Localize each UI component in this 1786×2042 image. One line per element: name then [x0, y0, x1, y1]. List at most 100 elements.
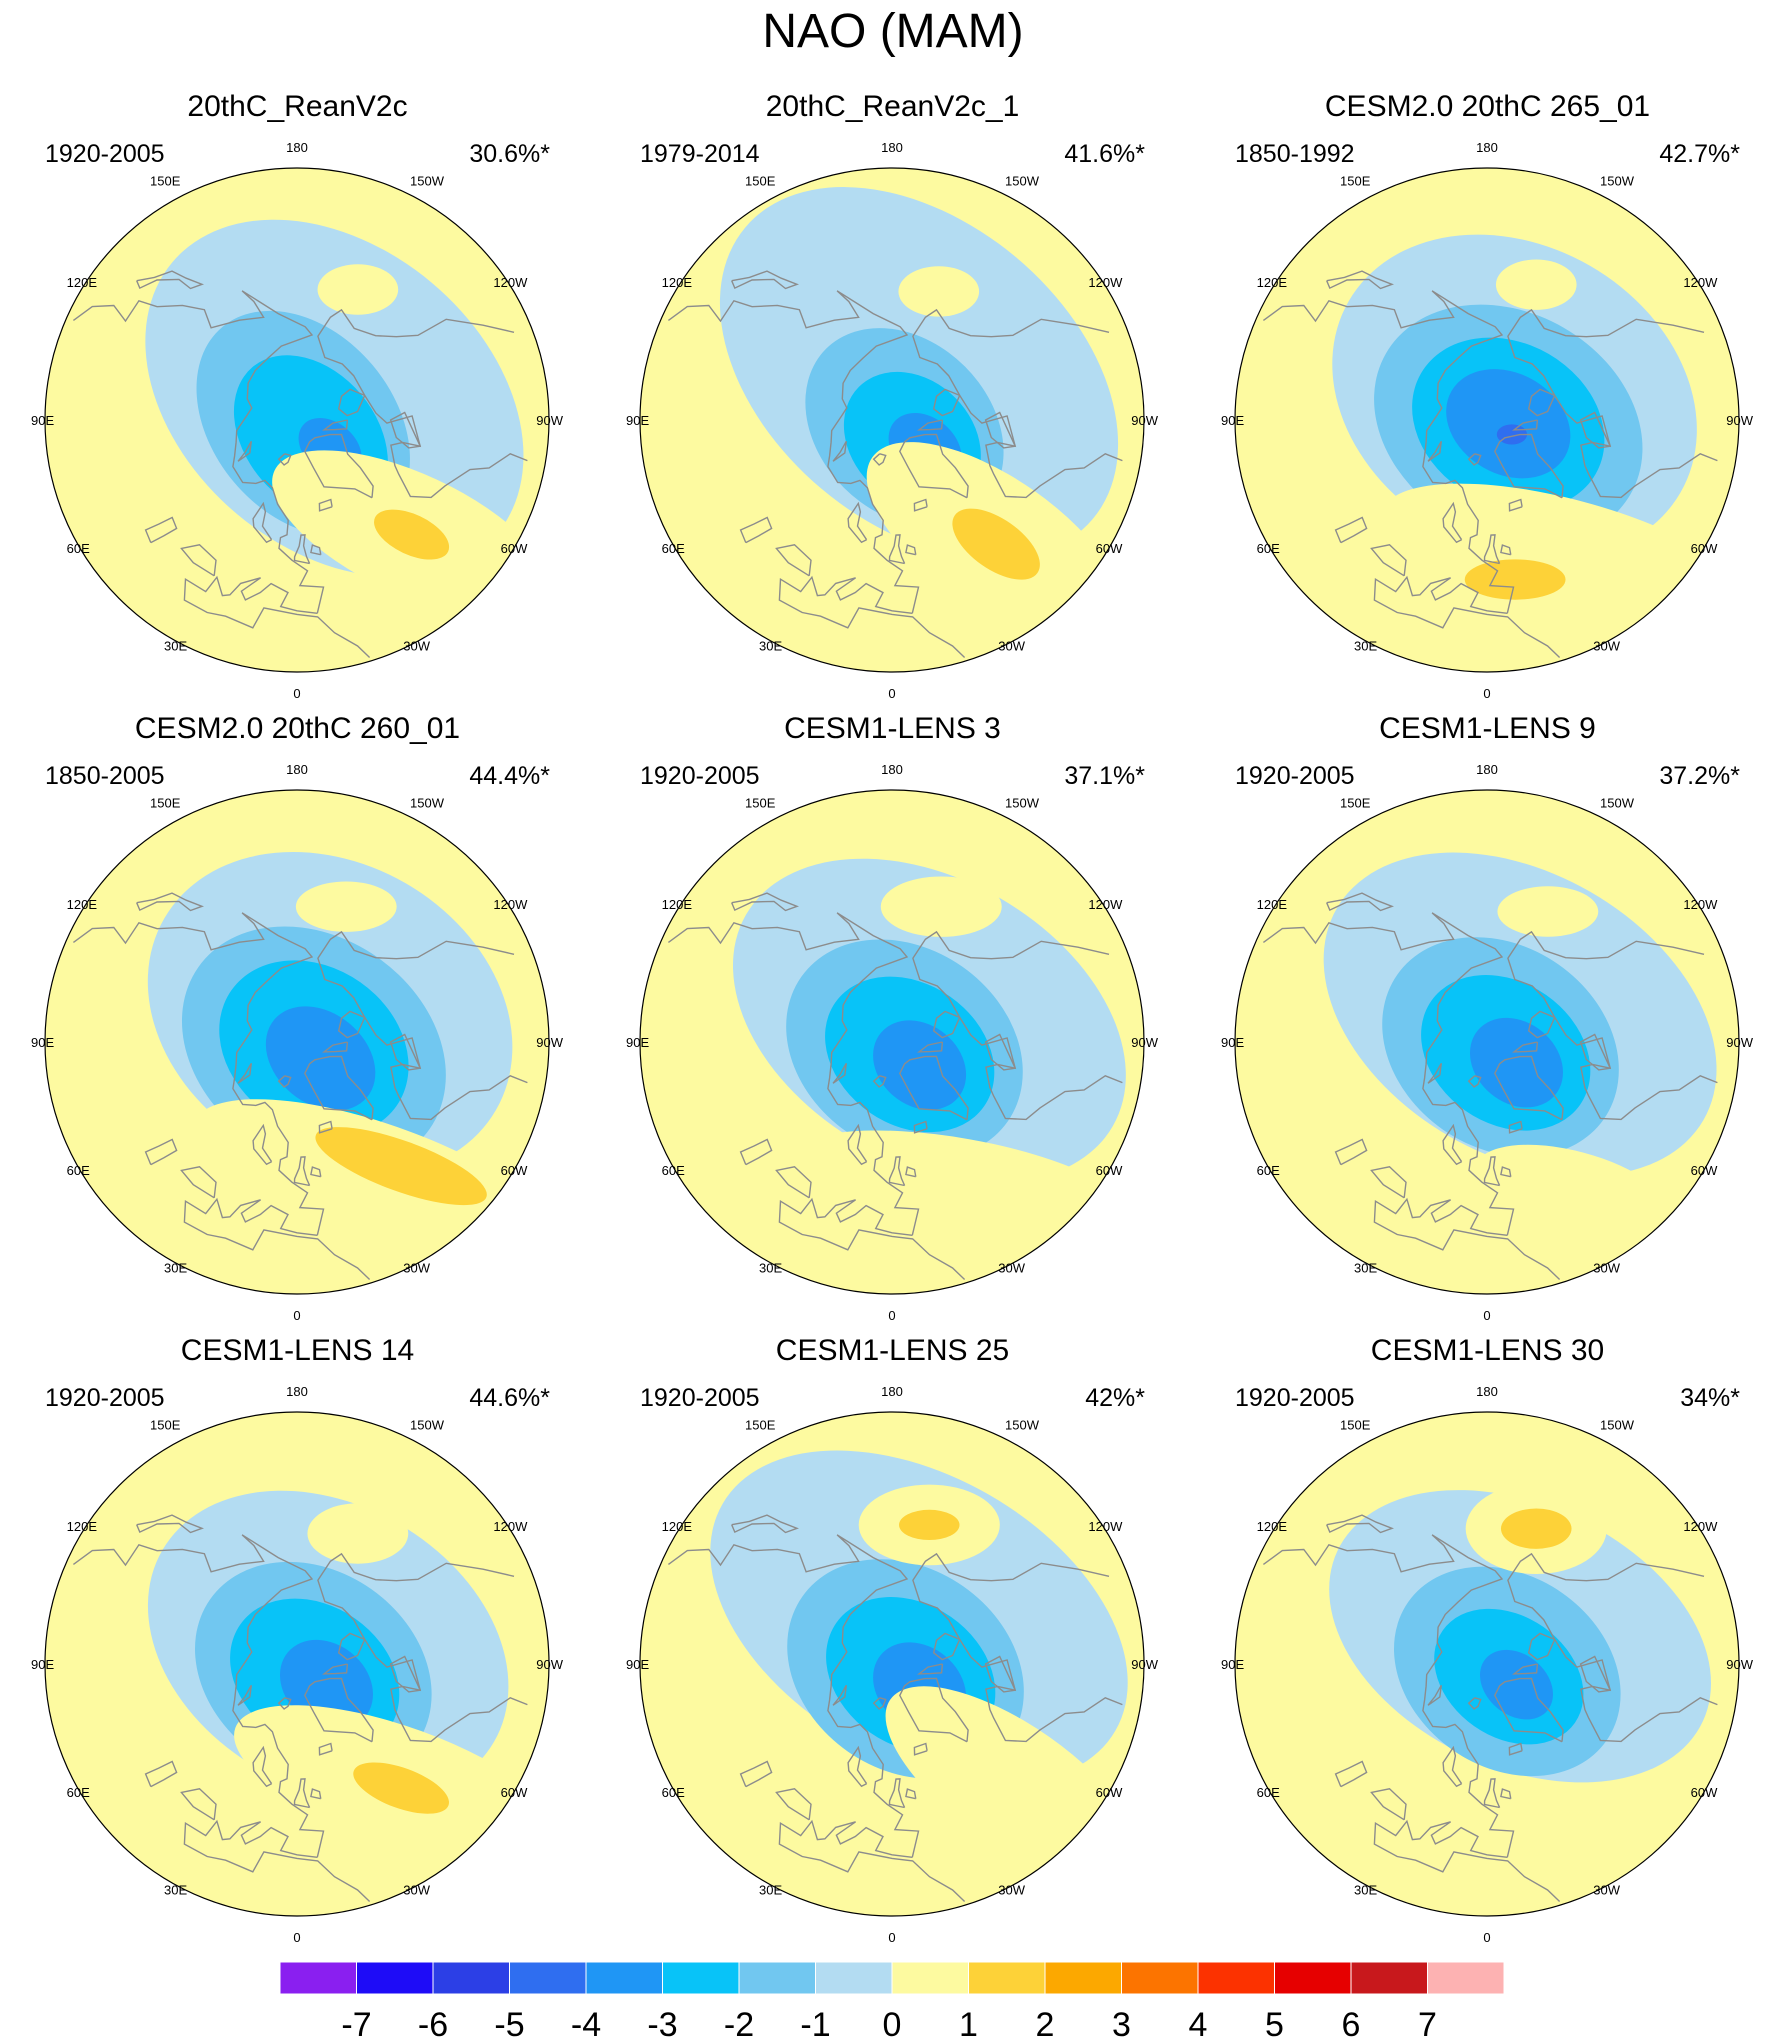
panel-variance: 42%*: [1085, 1384, 1145, 1412]
coastline: [731, 270, 799, 290]
map-border: [44, 789, 550, 1295]
longitude-label: 60E: [662, 1785, 685, 1800]
coastline: [252, 1745, 273, 1788]
coastline: [739, 1760, 773, 1788]
coastline: [1507, 930, 1718, 1121]
longitude-label: 30E: [164, 638, 187, 653]
colorbar-label: 6: [1342, 2006, 1361, 2042]
longitude-label: 90W: [1131, 1035, 1158, 1050]
coastline: [1334, 1138, 1368, 1166]
map-panel: 180 150E 120E 90E 60E 30E 0 30W 60W 90W 120W 150W 20…: [595, 90, 1190, 710]
coastline: [872, 453, 887, 466]
positive-anomaly-contour: [1497, 886, 1599, 937]
longitude-label: 120W: [1088, 897, 1123, 912]
coastline: [984, 1655, 1016, 1693]
coastline: [847, 1123, 868, 1166]
longitude-label: 150E: [745, 1418, 776, 1433]
longitude-label: 60E: [67, 541, 90, 556]
longitude-label: 60E: [67, 1785, 90, 1800]
positive-anomaly-contour: [307, 1503, 409, 1564]
longitude-label: 60W: [1096, 1163, 1123, 1178]
map-panel: 180 150E 120E 90E 60E 30E 0 30W 60W 90W 120W 150W CE…: [1190, 712, 1785, 1332]
coastline: [136, 270, 204, 290]
map-border: [44, 1411, 550, 1917]
coastline: [337, 1632, 366, 1661]
longitude-label: 150E: [1340, 1418, 1371, 1433]
coastline: [932, 1632, 961, 1661]
coastline: [321, 1041, 349, 1053]
colorbar-swatch: [1044, 1962, 1122, 1995]
longitude-label: 150W: [1005, 796, 1040, 811]
polar-map: 180 150E 120E 90E 60E 30E 0 30W 60W 90W 120W 150W: [626, 762, 1159, 1323]
coastline: [317, 930, 528, 1121]
longitude-label: 120W: [493, 897, 528, 912]
longitude-label: 120E: [1257, 1519, 1288, 1534]
coastline: [1508, 1742, 1523, 1756]
colorbar-swatch: [509, 1962, 587, 1995]
map-border: [1234, 167, 1740, 673]
longitude-label: 120E: [67, 1519, 98, 1534]
panel-title: CESM1-LENS 3: [784, 712, 1001, 745]
coastline: [1507, 1552, 1718, 1743]
colorbar-label: -4: [571, 2006, 601, 2042]
longitude-label: 150E: [150, 1418, 181, 1433]
longitude-label: 30W: [1593, 1882, 1620, 1897]
map-border: [44, 167, 550, 673]
panel-variance: 34%*: [1680, 1384, 1740, 1412]
colorbar-swatch: [891, 1962, 969, 1995]
longitude-label: 30W: [403, 1882, 430, 1897]
coastline: [1527, 1632, 1556, 1661]
positive-anomaly-contour: [295, 881, 397, 932]
colorbar-label: -5: [494, 2006, 524, 2042]
coastline: [984, 411, 1016, 449]
coastline: [1507, 308, 1718, 499]
longitude-label: 90E: [626, 1035, 649, 1050]
longitude-label: 30E: [759, 638, 782, 653]
coastline: [1494, 433, 1564, 499]
coastline: [144, 1138, 178, 1166]
map-panel: 180 150E 120E 90E 60E 30E 0 30W 60W 90W 120W 150W CE…: [1190, 90, 1785, 710]
coastline: [1527, 1010, 1556, 1039]
longitude-label: 150W: [410, 796, 445, 811]
longitude-label: 30E: [759, 1260, 782, 1275]
coastline: [912, 308, 1123, 499]
colorbar-swatch: [968, 1962, 1046, 1995]
coastline: [916, 1041, 944, 1053]
longitude-label: 180: [1476, 1384, 1498, 1399]
panel-variance: 44.6%*: [469, 1384, 550, 1412]
panel-variance: 44.4%*: [469, 762, 550, 790]
coastline: [832, 1062, 847, 1084]
map-border: [1234, 1411, 1740, 1917]
coastline: [144, 1760, 178, 1788]
coastline: [1527, 388, 1556, 417]
coastline: [318, 1120, 333, 1134]
positive-anomaly-contour: [353, 1762, 449, 1814]
coastline: [183, 1819, 371, 1903]
longitude-label: 120W: [1683, 897, 1718, 912]
coastline: [277, 1697, 292, 1710]
colorbar-label: 2: [1036, 2006, 1055, 2042]
coastline: [775, 1788, 812, 1821]
coastline: [72, 290, 325, 614]
coastline: [912, 930, 1123, 1121]
longitude-label: 60W: [501, 541, 528, 556]
longitude-label: 30E: [1354, 638, 1377, 653]
longitude-label: 30W: [998, 638, 1025, 653]
coastline: [183, 575, 371, 659]
longitude-label: 150E: [150, 796, 181, 811]
colorbar-label: 0: [883, 2006, 902, 2042]
positive-anomaly-contour: [1500, 1508, 1572, 1549]
colorbar-swatch: [738, 1962, 816, 1995]
coastline: [237, 1684, 252, 1706]
coastline: [1500, 1788, 1512, 1800]
panel-variance: 30.6%*: [469, 140, 550, 168]
positive-anomaly-contour: [786, 1130, 1135, 1248]
longitude-label: 120W: [1683, 1519, 1718, 1534]
coastline: [136, 1514, 204, 1534]
coastline: [180, 544, 217, 577]
longitude-label: 0: [1483, 1308, 1490, 1323]
coastline: [1494, 1677, 1564, 1743]
coastline: [252, 501, 273, 544]
coastline: [1262, 1534, 1515, 1858]
longitude-label: 90E: [31, 413, 54, 428]
